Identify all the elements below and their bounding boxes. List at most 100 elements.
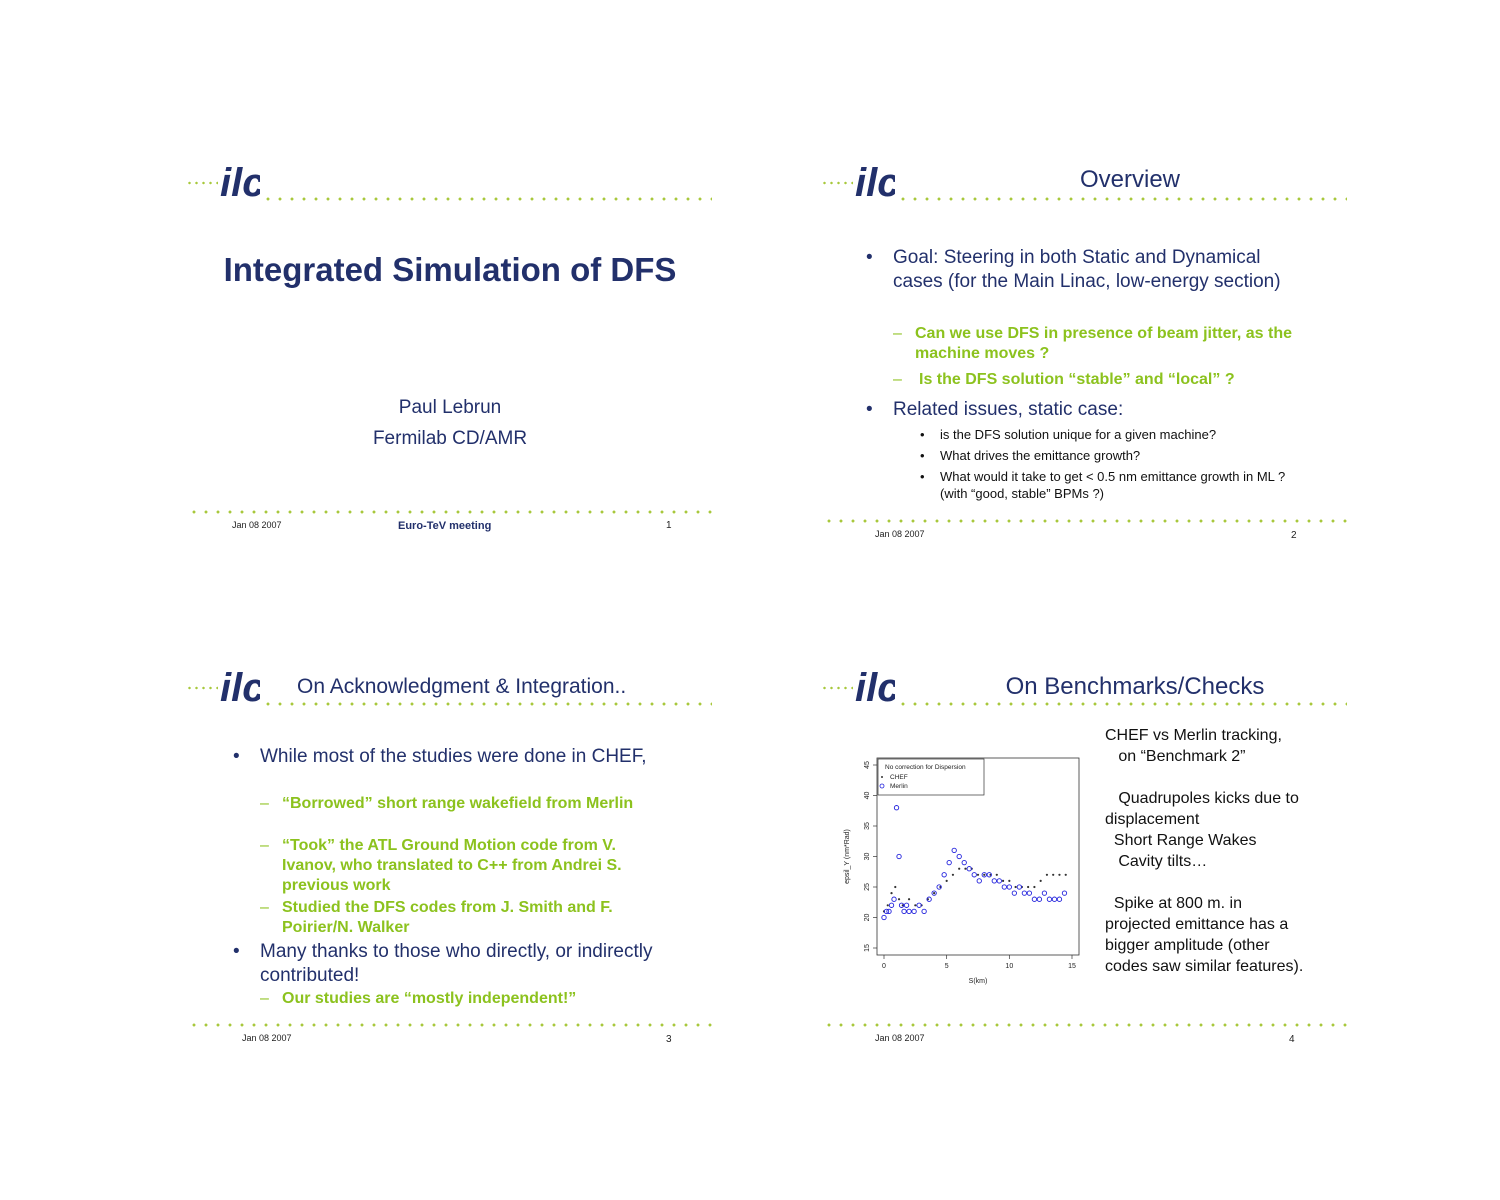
merlin-point bbox=[916, 902, 922, 908]
header-dots bbox=[897, 197, 1347, 201]
footer-meeting: Euro-TeV meeting bbox=[398, 520, 492, 532]
sub-bullet-stable: – Is the DFS solution “stable” and “local… bbox=[893, 371, 1235, 388]
merlin-point bbox=[941, 872, 947, 878]
x-tick-label: 0 bbox=[882, 963, 886, 970]
merlin-point bbox=[936, 884, 942, 890]
chef-point bbox=[907, 898, 911, 901]
merlin-point bbox=[971, 872, 977, 878]
ilc-logo-icon: ilc bbox=[220, 161, 260, 202]
small-bullet-growth: • What would it take to get < 0.5 nm emit… bbox=[920, 469, 1286, 501]
merlin-point bbox=[1056, 896, 1063, 902]
slide-4: ilc On Benchmarks/Checks 0 5 10 15 15 20 25 30 3… bbox=[815, 655, 1355, 1055]
legend-title: No correction for Dispersion bbox=[885, 764, 966, 771]
bullet-text: Related issues, static case: bbox=[893, 399, 1124, 420]
bullet-thanks: • Many thanks to those who directly, or i… bbox=[233, 941, 653, 986]
merlin-point bbox=[976, 878, 982, 884]
x-tick-label: 5 bbox=[945, 963, 949, 970]
author-affiliation: Fermilab CD/AMR bbox=[372, 428, 528, 449]
merlin-point bbox=[893, 805, 900, 811]
merlin-point bbox=[1041, 890, 1048, 896]
merlin-point bbox=[1061, 890, 1068, 896]
slide-title: On Acknowledgment & Integration.. bbox=[297, 675, 627, 698]
merlin-point bbox=[888, 902, 895, 908]
svg-text:ilc: ilc bbox=[220, 161, 260, 202]
logo-dots bbox=[186, 686, 218, 690]
slide-number: 2 bbox=[1291, 530, 1297, 541]
chef-point bbox=[1033, 885, 1036, 889]
legend-merlin-marker bbox=[879, 783, 885, 789]
sub-bullet-text: Studied the DFS codes from J. Smith and … bbox=[282, 899, 613, 936]
footer-date: Jan 08 2007 bbox=[232, 520, 282, 530]
merlin-point bbox=[986, 872, 992, 878]
logo-dots bbox=[821, 686, 853, 690]
merlin-point bbox=[903, 902, 910, 908]
merlin-point bbox=[946, 859, 952, 866]
svg-text:ilc: ilc bbox=[855, 161, 895, 202]
sub-bullet-jitter: – Can we use DFS in presence of beam jitt… bbox=[893, 325, 1293, 362]
merlin-point bbox=[901, 908, 907, 915]
y-tick-label: 30 bbox=[864, 853, 871, 861]
chef-point bbox=[1014, 885, 1017, 889]
text-spike: Spike at 800 m. in projected emittance h… bbox=[1105, 895, 1304, 975]
slide-title: Overview bbox=[1079, 166, 1181, 193]
merlin-point bbox=[1031, 896, 1038, 902]
merlin-point bbox=[921, 908, 927, 915]
merlin-point bbox=[1006, 884, 1012, 890]
merlin-point bbox=[961, 859, 967, 866]
merlin-point bbox=[911, 908, 917, 915]
footer-dots bbox=[188, 510, 712, 514]
bullet-related: • Related issues, static case: bbox=[866, 399, 1124, 420]
chef-point bbox=[976, 873, 980, 876]
merlin-point bbox=[898, 902, 905, 908]
svg-text:ilc: ilc bbox=[220, 666, 260, 707]
merlin-point bbox=[966, 866, 972, 872]
bullet-text: Goal: Steering in both Static and Dynami… bbox=[893, 247, 1281, 292]
chef-point bbox=[933, 892, 936, 895]
y-tick-label: 45 bbox=[864, 761, 871, 769]
slide-number: 1 bbox=[666, 520, 672, 531]
footer-dots bbox=[188, 1023, 712, 1027]
slide-title: On Benchmarks/Checks bbox=[1005, 673, 1265, 700]
logo-dots bbox=[821, 181, 853, 185]
ilc-logo-icon: ilc bbox=[855, 161, 895, 202]
bullet-text: Many thanks to those who directly, or in… bbox=[260, 941, 653, 986]
footer-date: Jan 08 2007 bbox=[875, 529, 925, 539]
chef-point bbox=[1039, 879, 1042, 882]
legend-chef-label: CHEF bbox=[890, 774, 908, 781]
sub-bullet-borrowed: – “Borrowed” short range wakefield from M… bbox=[260, 795, 634, 812]
footer-date: Jan 08 2007 bbox=[875, 1033, 925, 1043]
small-bullet-drives: • What drives the emittance growth? bbox=[920, 448, 1141, 463]
slide-1: ilc Integrated Simulation of DFS Paul Le… bbox=[180, 150, 720, 550]
slide-2: ilc Overview •Goal: Steering in both Sta… bbox=[815, 150, 1355, 550]
chef-point bbox=[1027, 885, 1030, 889]
bullet-text: While most of the studies were done in C… bbox=[260, 746, 647, 767]
merlin-point bbox=[886, 908, 892, 915]
merlin-point bbox=[906, 908, 912, 915]
chef-point bbox=[894, 885, 897, 889]
merlin-point bbox=[951, 847, 957, 854]
bullet-studies: • While most of the studies were done in … bbox=[233, 746, 647, 767]
merlin-point bbox=[991, 878, 997, 884]
merlin-point bbox=[926, 896, 932, 902]
main-title: Integrated Simulation of DFS bbox=[223, 251, 677, 288]
sub-bullet-text: Our studies are “mostly independent!” bbox=[282, 990, 577, 1007]
merlin-point bbox=[996, 878, 1002, 884]
merlin-point bbox=[1001, 884, 1007, 890]
sub-bullet-independent: – Our studies are “mostly independent!” bbox=[260, 990, 577, 1007]
merlin-point bbox=[1016, 884, 1023, 890]
sub-bullet-text: “Borrowed” short range wakefield from Me… bbox=[282, 795, 634, 812]
chef-point bbox=[983, 873, 986, 876]
merlin-point bbox=[1051, 896, 1058, 902]
sub-bullet-text: Is the DFS solution “stable” and “local”… bbox=[919, 371, 1235, 388]
merlin-point bbox=[883, 908, 890, 915]
ilc-logo-icon: ilc bbox=[855, 666, 895, 707]
legend-merlin-label: Merlin bbox=[890, 783, 908, 790]
svg-text:ilc: ilc bbox=[855, 666, 895, 707]
header-dots bbox=[262, 197, 712, 201]
chef-point bbox=[1058, 873, 1061, 876]
sub-bullet-text: Can we use DFS in presence of beam jitte… bbox=[915, 325, 1293, 362]
x-tick-label: 15 bbox=[1068, 963, 1076, 970]
small-bullet-unique: • is the DFS solution unique for a given … bbox=[920, 427, 1217, 442]
text-effects: Quadrupoles kicks due to displacement Sh… bbox=[1105, 790, 1299, 870]
footer-dots bbox=[823, 519, 1347, 523]
